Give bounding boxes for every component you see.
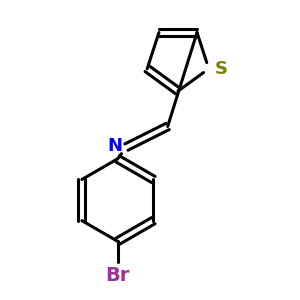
Text: Br: Br — [105, 266, 130, 285]
Text: N: N — [108, 136, 123, 154]
Text: S: S — [215, 60, 228, 78]
